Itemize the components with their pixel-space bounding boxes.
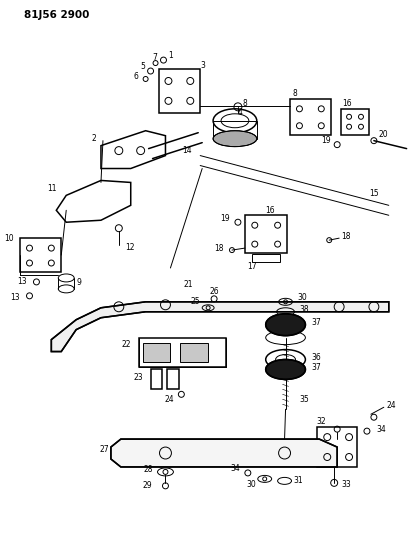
- Text: 27: 27: [99, 445, 109, 454]
- Text: 8: 8: [292, 90, 297, 99]
- Text: 24: 24: [387, 401, 397, 410]
- Text: 17: 17: [247, 262, 256, 271]
- Text: 34: 34: [230, 464, 240, 473]
- Text: 8: 8: [243, 99, 248, 108]
- Bar: [180, 343, 208, 362]
- Text: 18: 18: [341, 232, 351, 241]
- Text: 16: 16: [342, 99, 352, 108]
- Bar: [150, 369, 162, 389]
- Text: 37: 37: [312, 363, 321, 372]
- Text: 28: 28: [143, 465, 152, 474]
- Text: 20: 20: [379, 130, 389, 139]
- Text: 37: 37: [312, 318, 321, 327]
- Text: 29: 29: [143, 481, 152, 490]
- Ellipse shape: [266, 314, 305, 336]
- Text: 26: 26: [209, 287, 219, 296]
- Bar: [341, 109, 369, 135]
- Text: 31: 31: [293, 477, 303, 486]
- Text: 33: 33: [341, 480, 351, 489]
- Bar: [167, 369, 179, 389]
- Text: 14: 14: [182, 146, 192, 155]
- Text: 25: 25: [191, 297, 200, 306]
- Bar: [143, 343, 171, 362]
- Bar: [139, 337, 226, 367]
- Text: 13: 13: [17, 277, 27, 286]
- Bar: [245, 215, 286, 253]
- Text: 13: 13: [10, 293, 20, 302]
- Text: 21: 21: [184, 280, 193, 289]
- Text: 15: 15: [369, 189, 379, 198]
- Polygon shape: [111, 439, 337, 467]
- Text: 32: 32: [316, 417, 326, 426]
- Text: 19: 19: [220, 214, 230, 223]
- Text: 22: 22: [121, 340, 131, 349]
- Text: 12: 12: [125, 243, 134, 252]
- Text: 19: 19: [321, 136, 331, 145]
- Text: 2: 2: [91, 134, 96, 143]
- Ellipse shape: [266, 360, 305, 379]
- Ellipse shape: [213, 131, 257, 147]
- Text: 38: 38: [300, 305, 309, 314]
- Text: 35: 35: [300, 395, 309, 404]
- Text: 6: 6: [134, 72, 139, 82]
- Text: 30: 30: [298, 293, 307, 302]
- Bar: [20, 238, 61, 272]
- Bar: [159, 69, 200, 113]
- Text: 23: 23: [133, 373, 143, 382]
- Text: 36: 36: [312, 353, 321, 362]
- Text: 10: 10: [4, 233, 14, 243]
- Text: 11: 11: [47, 184, 56, 193]
- Text: 24: 24: [165, 395, 174, 404]
- Text: 34: 34: [377, 425, 387, 434]
- Text: 16: 16: [265, 206, 275, 215]
- Text: 5: 5: [141, 61, 145, 70]
- Text: 9: 9: [76, 278, 81, 287]
- Bar: [289, 99, 331, 135]
- Text: 7: 7: [152, 53, 157, 62]
- Text: 30: 30: [246, 480, 256, 489]
- Text: 3: 3: [200, 61, 205, 69]
- Text: 4: 4: [238, 108, 242, 117]
- Polygon shape: [51, 302, 389, 352]
- Text: 81J56 2900: 81J56 2900: [23, 10, 89, 20]
- Text: 18: 18: [215, 244, 224, 253]
- Bar: [317, 427, 357, 467]
- Bar: [252, 254, 279, 262]
- Text: 1: 1: [169, 51, 173, 60]
